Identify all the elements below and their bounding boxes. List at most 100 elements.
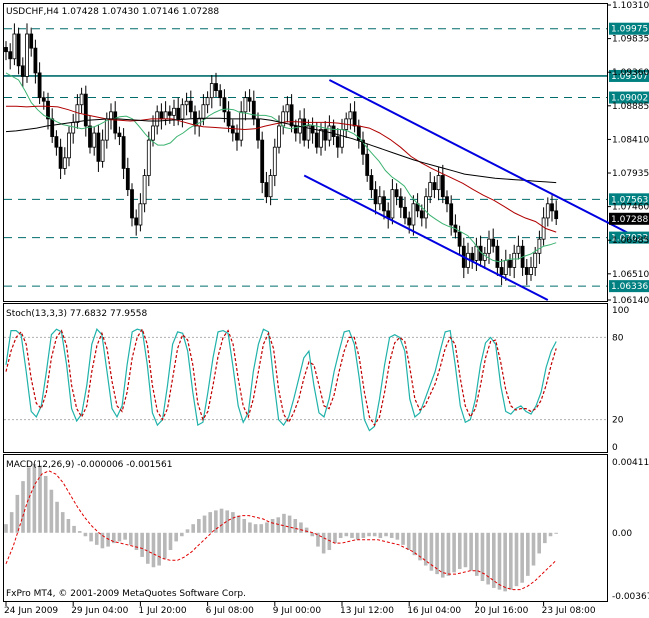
macd-histogram-bar — [395, 532, 400, 540]
axis-labels: 1.09975 1.09307 1.09002 1.07563 1.07022 1.063… — [4, 1, 649, 616]
candle-body — [554, 210, 559, 220]
macd-histogram-bar — [276, 517, 281, 533]
macd-histogram-bar — [270, 519, 275, 533]
candle-body — [37, 72, 42, 99]
candle-body — [487, 238, 491, 254]
stoch-axis-label: 20 — [612, 416, 624, 426]
candle-body — [230, 125, 235, 134]
macd-histogram-bar — [60, 512, 65, 533]
time-axis-label: 6 Jul 08:00 — [206, 606, 255, 616]
macd-histogram-bar — [168, 532, 173, 551]
macd-histogram-bar — [72, 525, 76, 533]
macd-histogram-bar — [531, 532, 536, 566]
macd-histogram-bar — [372, 532, 377, 537]
candle-body — [512, 252, 517, 268]
candle-body — [331, 125, 336, 137]
macd-histogram-bar — [389, 532, 394, 538]
macd-histogram-bar — [333, 532, 337, 544]
candle-body — [159, 111, 164, 120]
candle-body — [411, 203, 416, 226]
macd-histogram-bar — [378, 532, 383, 538]
time-axis-label: 13 Jul 12:00 — [340, 606, 394, 616]
macd-histogram-bar — [32, 463, 37, 533]
macd-histogram-bar — [100, 532, 105, 549]
candle-body — [62, 157, 67, 169]
macd-histogram-bar — [225, 510, 230, 533]
candle-body — [272, 146, 277, 176]
macd-histogram-bar — [236, 515, 241, 533]
price-level-label: 1.07563 — [611, 195, 648, 205]
macd-histogram-bar — [134, 532, 139, 551]
candle-body — [201, 104, 206, 120]
macd-histogram-bar — [55, 501, 59, 533]
time-axis-label: 16 Jul 04:00 — [407, 606, 461, 616]
candle-body — [491, 238, 496, 247]
candle-body — [54, 136, 59, 148]
macd-histogram-bar — [265, 522, 269, 533]
macd-histogram-bar — [151, 532, 156, 568]
candle-body — [407, 217, 412, 226]
price-level-box — [609, 231, 649, 244]
candle-body — [440, 175, 445, 198]
macd-histogram-bar — [293, 519, 298, 533]
candle-body — [113, 111, 118, 134]
candle-body — [516, 245, 521, 254]
macd-histogram-bar — [123, 532, 127, 540]
candle-body — [398, 196, 403, 208]
macd-histogram-bar — [117, 532, 122, 542]
candle-body — [109, 111, 113, 120]
price-level-label: 1.09307 — [611, 72, 648, 82]
candle-body — [373, 189, 378, 205]
channel-trendline — [328, 79, 637, 238]
macd-histogram-bar — [509, 532, 513, 590]
price-level-label: 1.09975 — [611, 25, 648, 35]
candle-body — [470, 252, 475, 261]
macd-histogram-bar — [457, 532, 462, 569]
candle-body — [335, 136, 340, 148]
macd-histogram-bar — [9, 512, 14, 533]
current-price-label: 1.07288 — [611, 215, 648, 225]
moving-average-fast — [5, 72, 557, 263]
copyright-footer: FxPro MT4, © 2001-2009 MetaQuotes Softwa… — [6, 589, 246, 599]
macd-histogram-bar — [526, 532, 530, 576]
candle-body — [100, 139, 105, 162]
candle-body — [130, 189, 134, 219]
candle-body — [88, 125, 92, 148]
price-plot — [4, 23, 637, 301]
price-level-label: 1.06336 — [611, 282, 648, 292]
candle-body — [151, 125, 155, 141]
macd-histogram-bar — [310, 532, 315, 537]
price-level-box — [609, 91, 649, 104]
stoch-axis-label: 80 — [612, 333, 624, 343]
macd-histogram-bar — [548, 532, 553, 537]
macd-histogram-bar — [435, 532, 439, 575]
macd-histogram-bar — [140, 532, 144, 557]
stoch-axis-label: 100 — [612, 306, 629, 316]
macd-histogram-bar — [469, 532, 473, 571]
candle-body — [352, 111, 357, 127]
price-axis-label: 1.10310 — [612, 1, 649, 11]
macd-histogram-bar — [174, 532, 178, 542]
stochastic-plot — [4, 327, 607, 432]
macd-histogram-bar — [26, 467, 31, 533]
price-axis-label: 1.07460 — [612, 203, 649, 213]
price-axis-label: 1.08410 — [612, 135, 649, 145]
macd-histogram-bar — [180, 532, 184, 537]
candle-body — [268, 175, 273, 198]
macd-histogram-bar — [4, 524, 8, 533]
candle-body — [281, 111, 286, 127]
macd-header: MACD(12,26,9) -0.000006 -0.001561 — [6, 460, 172, 470]
macd-histogram-bar — [248, 522, 252, 533]
stoch-line-main — [5, 328, 557, 432]
time-axis-label: 23 Jul 08:00 — [542, 606, 596, 616]
macd-axis-label: 0.004111 — [612, 458, 649, 468]
candle-body — [138, 203, 143, 226]
macd-histogram-bar — [327, 532, 332, 551]
candle-body — [365, 153, 370, 176]
macd-histogram-bar — [429, 532, 434, 571]
candle-body — [277, 125, 281, 148]
macd-histogram-bar — [197, 519, 201, 533]
candle-body — [302, 118, 307, 141]
macd-histogram-bar — [94, 532, 99, 545]
